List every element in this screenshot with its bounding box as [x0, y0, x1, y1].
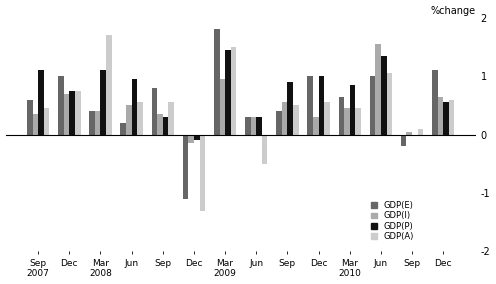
Bar — [293, 105, 299, 135]
Bar — [437, 97, 443, 135]
Bar — [318, 76, 324, 135]
Bar — [350, 85, 355, 135]
Bar — [101, 70, 106, 135]
Bar — [33, 114, 38, 135]
Bar — [355, 108, 361, 135]
Bar — [69, 91, 75, 135]
Bar — [214, 30, 220, 135]
Bar — [313, 117, 318, 135]
Bar — [375, 44, 381, 135]
Bar — [106, 35, 112, 135]
Bar — [152, 88, 157, 135]
Bar — [386, 73, 392, 135]
Bar — [406, 132, 412, 135]
Bar — [63, 94, 69, 135]
Bar — [163, 117, 169, 135]
Bar — [344, 108, 350, 135]
Bar — [75, 91, 80, 135]
Bar — [58, 76, 63, 135]
Bar — [262, 135, 267, 164]
Bar — [89, 111, 95, 135]
Bar — [449, 99, 454, 135]
Bar — [231, 47, 236, 135]
Bar — [418, 129, 423, 135]
Bar — [95, 111, 101, 135]
Bar — [288, 82, 293, 135]
Bar — [256, 117, 262, 135]
Bar — [38, 70, 44, 135]
Bar — [381, 56, 386, 135]
Bar — [169, 103, 174, 135]
Bar — [44, 108, 50, 135]
Legend: GDP(E), GDP(I), GDP(P), GDP(A): GDP(E), GDP(I), GDP(P), GDP(A) — [369, 199, 415, 243]
Bar — [131, 79, 137, 135]
Bar — [220, 79, 225, 135]
Bar — [308, 76, 313, 135]
Bar — [27, 99, 33, 135]
Bar — [370, 76, 375, 135]
Bar — [225, 50, 231, 135]
Bar — [157, 114, 163, 135]
Bar — [276, 111, 282, 135]
Bar — [126, 105, 131, 135]
Bar — [121, 123, 126, 135]
Bar — [194, 135, 199, 140]
Bar — [183, 135, 188, 199]
Bar — [250, 117, 256, 135]
Bar — [324, 103, 330, 135]
Bar — [282, 103, 288, 135]
Bar — [432, 70, 437, 135]
Text: %change: %change — [431, 6, 476, 16]
Bar — [443, 103, 449, 135]
Bar — [339, 97, 344, 135]
Bar — [245, 117, 250, 135]
Bar — [137, 103, 143, 135]
Bar — [188, 135, 194, 143]
Bar — [199, 135, 205, 210]
Bar — [401, 135, 406, 146]
